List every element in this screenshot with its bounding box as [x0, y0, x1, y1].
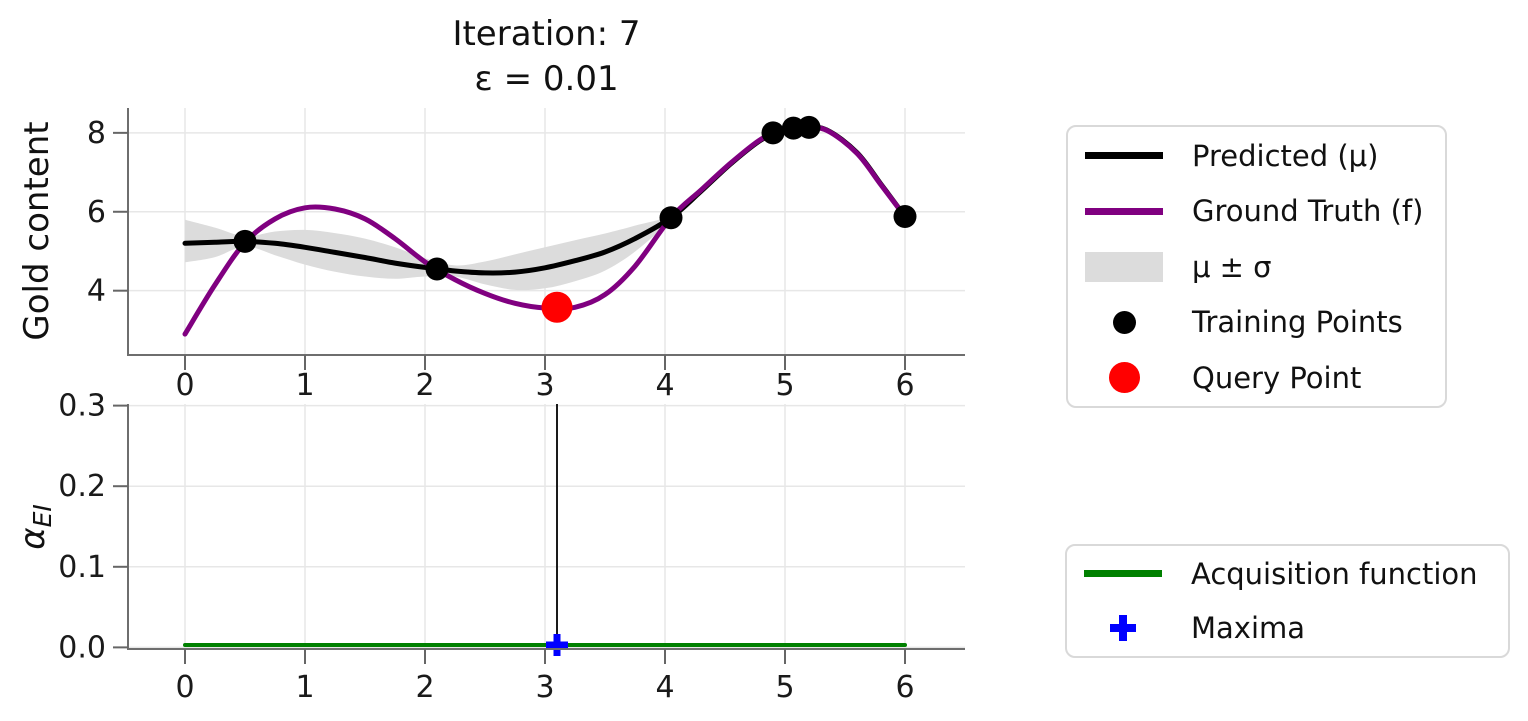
legend-label: Query Point: [1192, 360, 1362, 395]
acquisition-line-swatch: [1084, 570, 1162, 578]
chart-title: Iteration: 7 ε = 0.01: [128, 12, 965, 102]
legend-label: Training Points: [1192, 305, 1403, 339]
training-point: [659, 206, 683, 230]
legend-item-training-points: Training Points: [1068, 295, 1445, 349]
y-tick-label: 0.0: [58, 630, 106, 665]
uncertainty-band: [185, 126, 905, 291]
legend-item-band: μ ± σ: [1068, 240, 1445, 294]
y-axis-label-alpha-ei: αEI: [13, 504, 57, 550]
legend-label: Ground Truth (f): [1192, 194, 1424, 228]
y-tick-label: 8: [87, 116, 106, 151]
title-line-iteration: Iteration: 7: [452, 14, 641, 54]
x-tick-label: 1: [295, 368, 314, 403]
y-tick-label: 0.2: [58, 469, 106, 504]
alpha-symbol: α: [13, 527, 53, 550]
legend-item-predicted: Predicted (μ): [1068, 129, 1445, 183]
x-tick-label: 0: [175, 670, 194, 705]
legend-bottom-plot: Acquisition function Maxima: [1065, 544, 1510, 658]
x-tick-label: 6: [895, 368, 914, 403]
y-tick-label: 4: [87, 274, 106, 309]
x-tick-label: 2: [415, 670, 434, 705]
predicted-line-swatch: [1085, 152, 1163, 159]
training-point: [761, 121, 785, 145]
x-tick-label: 3: [535, 670, 554, 705]
y-tick-label: 0.1: [58, 550, 106, 585]
uncertainty-band-swatch: [1085, 251, 1163, 282]
training-point: [233, 229, 257, 253]
training-point: [797, 115, 821, 139]
x-tick-label: 6: [895, 670, 914, 705]
training-point-swatch: [1112, 310, 1136, 334]
x-tick-label: 1: [295, 670, 314, 705]
x-tick-label: 2: [415, 368, 434, 403]
y-axis-label-gold-content: Gold content: [17, 121, 57, 341]
legend-label: Acquisition function: [1191, 556, 1478, 591]
ground-truth-line-swatch: [1085, 207, 1163, 215]
x-tick-label: 4: [655, 670, 674, 705]
x-tick-label: 4: [655, 368, 674, 403]
training-point: [893, 205, 917, 229]
legend-item-query-point: Query Point: [1068, 351, 1445, 405]
query-point-swatch: [1108, 362, 1140, 393]
legend-label: μ ± σ: [1192, 249, 1272, 284]
training-point: [425, 257, 449, 281]
title-line-epsilon: ε = 0.01: [474, 59, 619, 99]
x-tick-label: 0: [175, 368, 194, 403]
legend-item-acquisition: Acquisition function: [1067, 547, 1508, 601]
x-tick-label: 5: [775, 670, 794, 705]
y-tick-label: 6: [87, 195, 106, 230]
query-point: [541, 291, 573, 323]
plus-icon: [1110, 615, 1136, 642]
legend-top-plot: Predicted (μ) Ground Truth (f) μ ± σ Tra…: [1066, 125, 1447, 408]
y-tick-label: 0.3: [58, 389, 106, 424]
x-tick-label: 5: [775, 368, 794, 403]
legend-item-maxima: Maxima: [1067, 601, 1508, 655]
x-tick-label: 3: [535, 368, 554, 403]
maxima-marker: [546, 633, 568, 656]
legend-label: Predicted (μ): [1192, 138, 1379, 173]
alpha-subscript: EI: [28, 504, 57, 528]
legend-label: Maxima: [1191, 611, 1306, 646]
legend-item-ground-truth: Ground Truth (f): [1068, 184, 1445, 238]
